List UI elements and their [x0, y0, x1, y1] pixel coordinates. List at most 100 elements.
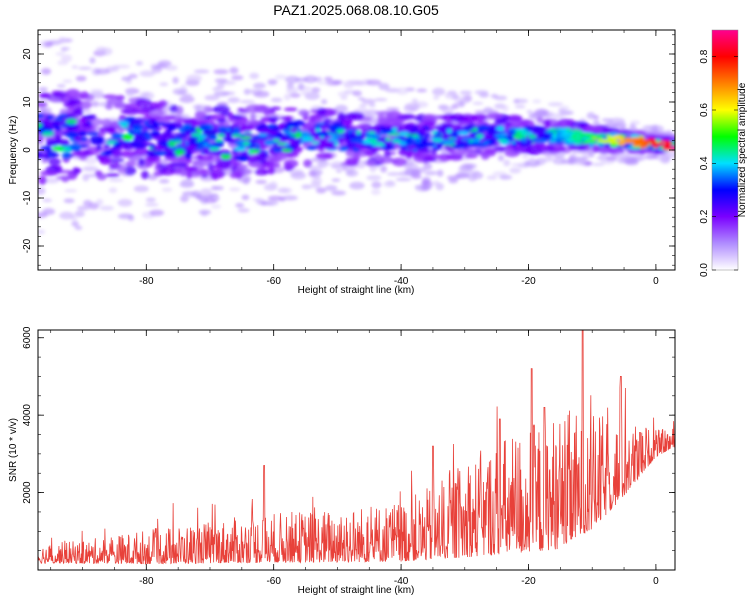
heatmap-cell: [391, 127, 398, 133]
heatmap-cell: [509, 167, 522, 174]
heatmap-cell: [503, 159, 511, 167]
heatmap-cell: [285, 75, 300, 84]
heatmap-cell: [237, 107, 244, 112]
heatmap-cell: [40, 170, 58, 176]
heatmap-cell: [335, 169, 342, 173]
heatmap-cell: [38, 102, 48, 108]
heatmap-cell: [240, 124, 255, 131]
heatmap-cell: [105, 103, 113, 110]
heatmap-cell: [319, 135, 325, 139]
heatmap-cell: [586, 140, 597, 144]
heatmap-cell: [356, 130, 361, 135]
heatmap-cell: [471, 138, 481, 143]
heatmap-cell: [433, 95, 440, 100]
heatmap-cell: [656, 142, 664, 146]
heatmap-cell: [100, 47, 113, 56]
heatmap-cell: [598, 139, 608, 142]
heatmap-cell: [216, 102, 229, 106]
heatmap-cell: [215, 185, 224, 191]
heatmap-cell: [384, 137, 392, 142]
heatmap-cell: [161, 131, 173, 139]
heatmap-cell: [496, 126, 505, 131]
spectrogram-ytick-label: 0: [22, 147, 33, 153]
heatmap-cell: [141, 142, 154, 147]
heatmap-cell: [321, 98, 328, 105]
heatmap-cell: [651, 153, 660, 159]
heatmap-cell: [245, 104, 262, 114]
heatmap-cell: [268, 82, 277, 86]
heatmap-cell: [311, 141, 320, 145]
heatmap-cell: [355, 144, 363, 149]
heatmap-cell: [44, 177, 60, 184]
heatmap-cell: [366, 151, 375, 157]
heatmap-cell: [337, 91, 349, 97]
heatmap-cell: [584, 132, 589, 136]
heatmap-cell: [334, 125, 348, 130]
heatmap-cell: [392, 139, 402, 143]
heatmap-cell: [60, 54, 73, 63]
heatmap-cell: [126, 90, 134, 98]
snr-panel: -80 -60 -40 -20 0 2000 4000 6000 Height of stra…: [8, 326, 676, 596]
heatmap-cell: [286, 87, 298, 94]
snr-xtick-label: -40: [394, 576, 409, 587]
heatmap-cell: [584, 161, 592, 165]
heatmap-cell: [274, 74, 287, 80]
heatmap-cell: [431, 130, 437, 135]
heatmap-cell: [417, 121, 436, 128]
heatmap-cell: [229, 67, 239, 75]
heatmap-cell: [40, 131, 55, 137]
heatmap-cell: [258, 133, 268, 137]
heatmap-cell: [403, 162, 419, 170]
heatmap-cell: [65, 88, 81, 98]
heatmap-cell: [74, 225, 83, 230]
heatmap-cell: [498, 148, 505, 153]
colorbar-label: Normalized spectral amplitude: [737, 82, 748, 217]
heatmap-cell: [423, 162, 433, 171]
heatmap-cell: [606, 135, 612, 138]
heatmap-cell: [240, 136, 252, 140]
heatmap-cell: [138, 157, 145, 167]
heatmap-cell: [38, 229, 46, 235]
heatmap-cell: [457, 130, 469, 135]
heatmap-cell: [117, 198, 133, 207]
heatmap-cell: [202, 119, 216, 125]
heatmap-cell: [42, 198, 52, 203]
heatmap-cell: [283, 93, 291, 101]
heatmap-cell: [133, 185, 149, 193]
heatmap-cell: [636, 141, 645, 146]
heatmap-cell: [424, 170, 438, 176]
heatmap-cell: [539, 114, 553, 118]
heatmap-cell: [102, 94, 118, 99]
heatmap-cell: [337, 112, 346, 122]
heatmap-cell: [108, 178, 124, 182]
heatmap-cell: [518, 128, 527, 132]
heatmap-cell: [500, 133, 508, 137]
heatmap-cell: [186, 74, 203, 82]
heatmap-cell: [268, 181, 278, 190]
heatmap-cell: [194, 105, 203, 113]
heatmap-cell: [309, 114, 317, 123]
heatmap-cell: [659, 139, 670, 143]
heatmap-cell: [552, 157, 567, 165]
heatmap-cell: [135, 118, 146, 123]
heatmap-cell: [38, 128, 44, 134]
heatmap-cell: [464, 153, 478, 159]
heatmap-cell: [204, 94, 220, 101]
heatmap-cell: [169, 104, 178, 113]
heatmap-cell: [122, 108, 141, 115]
heatmap-cell: [349, 181, 365, 190]
heatmap-cell: [528, 157, 536, 165]
heatmap-cell: [186, 170, 193, 180]
heatmap-cell: [501, 104, 509, 112]
heatmap-cell: [292, 141, 302, 145]
heatmap-cell: [72, 109, 84, 117]
heatmap-cell: [110, 157, 125, 163]
heatmap-cell: [212, 105, 230, 114]
heatmap-cell: [88, 202, 99, 210]
heatmap-cell: [89, 88, 104, 94]
heatmap-cell: [227, 97, 240, 103]
heatmap-cell: [231, 161, 243, 166]
heatmap-cell: [150, 130, 161, 136]
heatmap-cell: [416, 88, 428, 93]
heatmap-cell: [165, 65, 178, 71]
